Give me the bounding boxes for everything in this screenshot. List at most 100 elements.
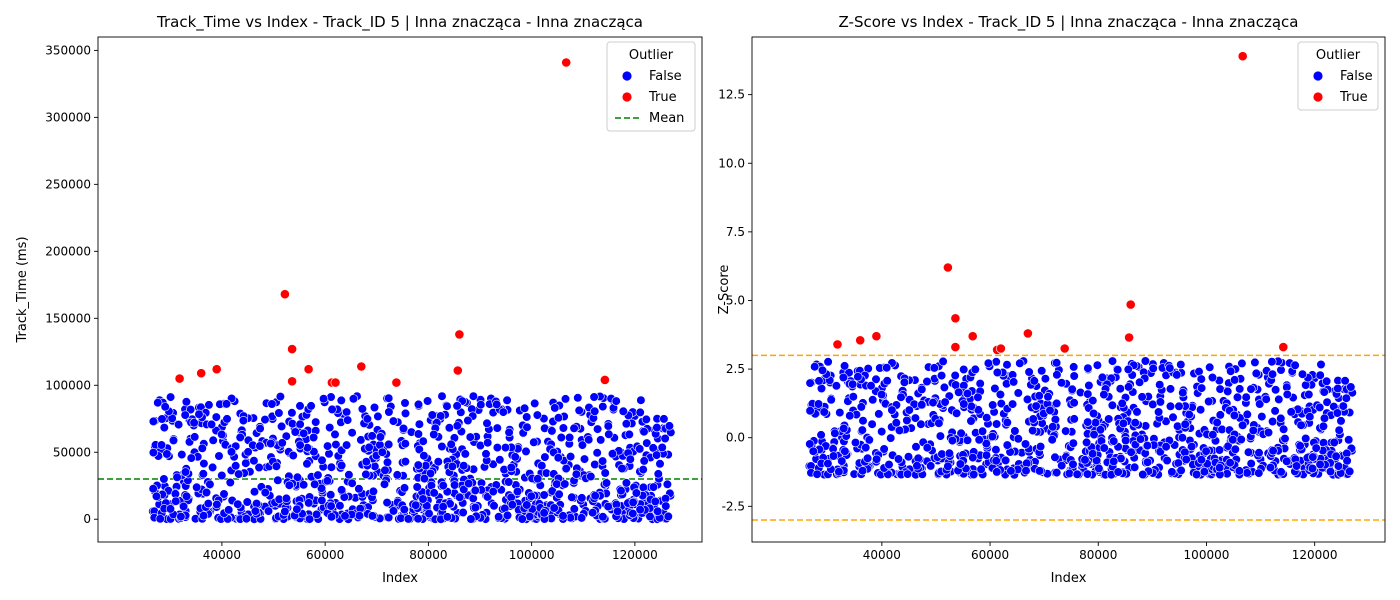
point-false <box>342 440 352 450</box>
point-false <box>1168 412 1178 422</box>
point-false <box>1187 442 1197 452</box>
point-false <box>893 454 904 464</box>
point-false <box>1225 458 1235 468</box>
point-false <box>1251 368 1261 379</box>
x-tick-label: 100000 <box>509 548 555 562</box>
point-false <box>476 400 486 410</box>
point-false <box>812 469 822 479</box>
point-false <box>208 435 218 445</box>
legend-label-false: False <box>649 69 682 84</box>
point-false <box>317 455 327 465</box>
point-true <box>967 331 978 342</box>
point-false <box>944 448 955 458</box>
point-false <box>1121 435 1131 446</box>
point-false <box>284 480 294 490</box>
point-false <box>830 428 840 438</box>
point-false <box>302 459 312 469</box>
point-false <box>625 454 635 464</box>
point-false <box>618 406 628 416</box>
point-true <box>950 313 961 324</box>
point-false <box>1061 426 1071 436</box>
point-false <box>1280 434 1290 444</box>
point-false <box>813 399 824 409</box>
point-false <box>1238 420 1248 430</box>
point-false <box>1214 463 1225 473</box>
point-false <box>242 497 252 507</box>
point-false <box>565 452 576 462</box>
point-false <box>1338 401 1348 411</box>
point-false <box>260 488 270 498</box>
y-tick-label: 150000 <box>45 311 91 325</box>
point-false <box>488 487 498 497</box>
point-false <box>460 449 470 459</box>
point-false <box>635 444 645 454</box>
point-false <box>312 509 322 520</box>
point-false <box>968 453 978 463</box>
point-false <box>427 410 437 420</box>
point-false <box>835 408 845 418</box>
point-false <box>816 383 827 394</box>
point-false <box>424 508 434 519</box>
point-false <box>940 397 950 407</box>
point-false <box>1028 414 1038 424</box>
point-false <box>912 461 922 471</box>
point-false <box>850 438 861 448</box>
point-false <box>571 469 582 479</box>
point-false <box>263 506 274 516</box>
point-true <box>1237 51 1248 62</box>
point-false <box>384 393 394 403</box>
point-false <box>192 482 202 492</box>
point-false <box>1090 418 1101 428</box>
point-false <box>1322 397 1332 407</box>
point-false <box>922 376 932 387</box>
point-false <box>458 507 468 518</box>
point-false <box>1270 385 1281 395</box>
point-false <box>208 462 218 473</box>
point-false <box>558 511 568 521</box>
legend: Outlier False True Mean <box>606 41 696 132</box>
point-false <box>1069 414 1079 424</box>
point-false <box>1126 447 1136 457</box>
point-false <box>224 505 234 515</box>
point-false <box>871 374 881 384</box>
point-false <box>867 419 877 429</box>
point-false <box>162 449 172 459</box>
point-false <box>983 358 994 368</box>
point-false <box>1024 367 1034 377</box>
point-false <box>853 372 863 382</box>
point-false <box>631 488 642 498</box>
point-false <box>197 443 207 453</box>
point-false <box>203 499 213 509</box>
point-false <box>429 429 439 440</box>
point-false <box>157 414 167 424</box>
point-false <box>1088 396 1098 406</box>
point-true <box>950 342 961 352</box>
point-false <box>567 492 577 502</box>
point-false <box>1123 364 1133 375</box>
point-false <box>975 379 985 389</box>
point-false <box>1345 466 1355 477</box>
point-false <box>463 415 473 426</box>
point-false <box>891 418 901 428</box>
point-false <box>1069 371 1079 381</box>
point-false <box>816 430 826 440</box>
point-false <box>153 398 163 408</box>
point-false <box>1291 461 1302 471</box>
legend-title: Outlier <box>1316 48 1361 63</box>
chart-title: Track_Time vs Index - Track_ID 5 | Inna … <box>156 13 643 32</box>
point-false <box>639 456 649 466</box>
point-false <box>1278 424 1289 434</box>
point-false <box>635 505 645 515</box>
point-false <box>589 392 599 402</box>
point-false <box>1242 468 1252 478</box>
point-false <box>592 424 603 434</box>
point-false <box>1261 394 1271 404</box>
point-false <box>1270 406 1280 416</box>
point-false <box>323 441 333 451</box>
point-true <box>330 377 341 388</box>
point-false <box>574 405 584 416</box>
point-false <box>1162 455 1172 466</box>
point-false <box>418 494 428 504</box>
point-false <box>882 363 892 373</box>
point-false <box>639 427 649 437</box>
